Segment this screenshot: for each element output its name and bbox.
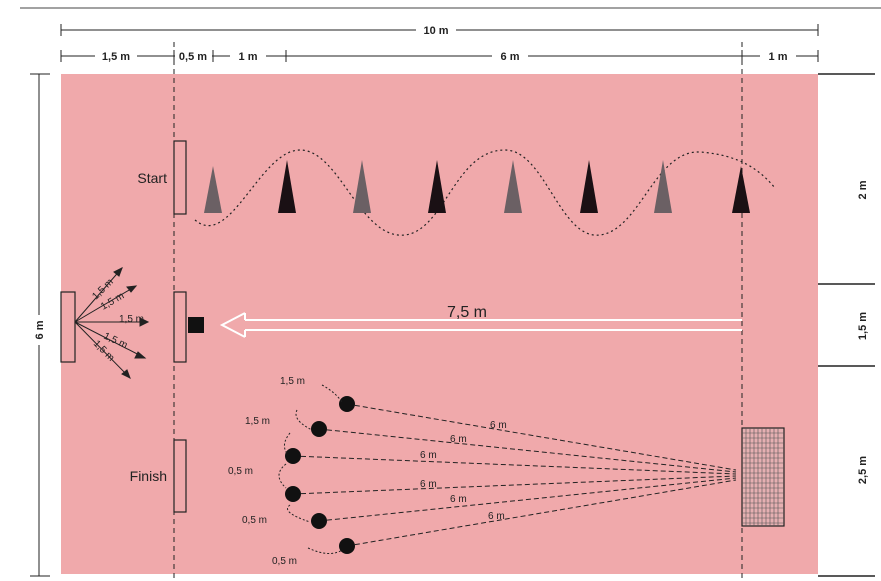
seg-2-label: 0,5 m	[179, 51, 207, 63]
shot-label: 6 m	[420, 479, 437, 490]
shot-label: 6 m	[450, 434, 467, 445]
shot-label: 6 m	[488, 511, 505, 522]
goal	[741, 427, 785, 527]
cones	[204, 160, 750, 213]
ball-icon	[285, 448, 301, 464]
right-bottom-label: 2,5 m	[857, 456, 869, 484]
throw-wall	[60, 291, 76, 363]
middle-marker	[173, 291, 187, 363]
cone-dark-icon	[278, 160, 296, 213]
shot-distance-labels: 6 m 6 m 6 m 6 m 6 m 6 m	[420, 420, 507, 522]
ball-icon	[339, 538, 355, 554]
field	[61, 74, 818, 574]
throw-distance-arrow	[219, 312, 742, 338]
total-width-dimension: 10 m	[60, 23, 819, 37]
right-mid-label: 1,5 m	[857, 312, 869, 340]
cone-dark-icon	[580, 160, 598, 213]
shot-label: 6 m	[420, 450, 437, 461]
spacing-label: 0,5 m	[228, 466, 253, 477]
ball-icon	[339, 396, 355, 412]
throw-distance-label: 7,5 m	[447, 304, 487, 321]
weave-path	[194, 149, 776, 236]
ball-icon	[311, 513, 327, 529]
cone-gray-icon	[654, 160, 672, 213]
finish-marker	[173, 439, 187, 513]
spacing-labels: 1,5 m 1,5 m 0,5 m 0,5 m 0,5 m	[228, 376, 305, 567]
start-label: Start	[137, 170, 167, 186]
throw-fan	[74, 266, 150, 380]
seg-3-label: 1 m	[239, 51, 258, 63]
total-width-label: 10 m	[423, 25, 448, 37]
seg-1-label: 1,5 m	[102, 51, 130, 63]
ball-icon	[285, 486, 301, 502]
cone-gray-icon	[504, 160, 522, 213]
shot-label: 6 m	[450, 494, 467, 505]
spacing-brackets	[278, 384, 343, 554]
right-top-label: 2 m	[857, 180, 869, 199]
fan-label: 1,5 m	[119, 314, 144, 325]
cone-gray-icon	[204, 166, 222, 213]
cone-gray-icon	[353, 160, 371, 213]
finish-label: Finish	[130, 468, 167, 484]
target-box	[188, 317, 204, 333]
total-height-label: 6 m	[34, 320, 46, 339]
segment-dimensions: 1,5 m 0,5 m 1 m 6 m 1 m	[60, 49, 819, 63]
cone-dark-icon	[732, 166, 750, 213]
shot-label: 6 m	[490, 420, 507, 431]
ball-icon	[311, 421, 327, 437]
seg-5-label: 1 m	[769, 51, 788, 63]
shot-lines	[292, 403, 737, 547]
spacing-label: 0,5 m	[272, 556, 297, 567]
total-height-dimension: 6 m	[30, 73, 50, 577]
spacing-label: 0,5 m	[242, 515, 267, 526]
cone-dark-icon	[428, 160, 446, 213]
start-marker	[173, 140, 187, 215]
spacing-label: 1,5 m	[245, 416, 270, 427]
seg-4-label: 6 m	[501, 51, 520, 63]
right-dimensions: 2 m 1,5 m 2,5 m	[818, 73, 875, 577]
balls	[285, 396, 355, 554]
spacing-label: 1,5 m	[280, 376, 305, 387]
